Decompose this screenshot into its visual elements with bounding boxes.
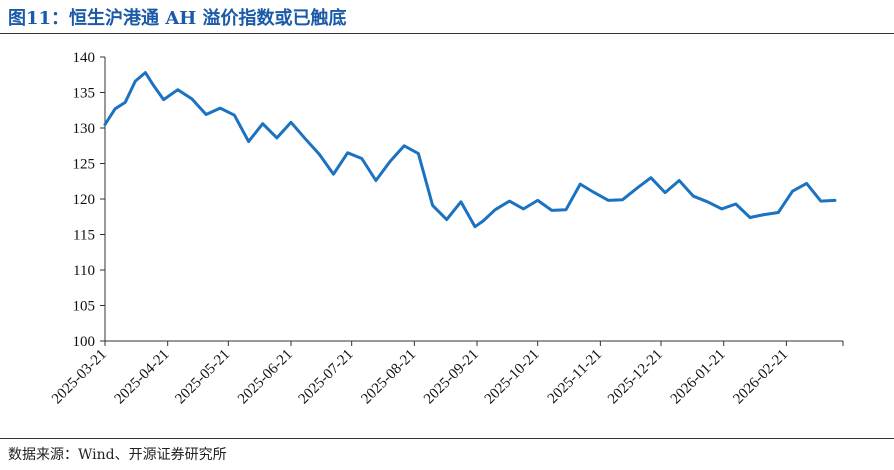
figure-title: 图11：恒生沪港通 AH 溢价指数或已触底 [8,8,347,29]
x-tick-label: 2025-04-21 [112,347,173,408]
y-tick-label: 135 [73,86,96,102]
y-tick-label: 140 [73,50,96,66]
y-tick-label: 110 [73,263,95,279]
x-tick-label: 2025-06-21 [235,347,296,408]
x-tick-label: 2025-10-21 [482,347,543,408]
x-tick-label: 2025-03-21 [49,347,110,408]
x-tick-label: 2025-12-21 [605,347,666,408]
y-tick-label: 125 [73,157,96,173]
y-tick-label: 100 [73,334,96,350]
x-tick-label: 2025-08-21 [358,347,419,408]
x-tick-label: 2025-07-21 [296,347,357,408]
x-tick-label: 2025-11-21 [545,347,605,407]
x-tick-label: 2026-01-21 [668,347,729,408]
source-note: 数据来源：Wind、开源证券研究所 [8,447,227,463]
source-divider [0,438,894,439]
title-divider [0,33,894,34]
x-axis: 2025-03-21 2025-04-21 2025-05-21 2025-06-21… [49,340,844,408]
x-tick-label: 2025-09-21 [421,347,482,408]
plot-area [103,71,837,229]
y-tick-label: 105 [73,299,96,315]
y-tick-label: 115 [73,228,95,244]
series-line [103,71,837,229]
y-tick-label: 120 [73,192,96,208]
x-tick-label: 2025-05-21 [172,347,233,408]
y-axis: 100 105 110 115 120 125 130 135 140 [73,50,106,350]
x-tick-label: 2026-02-21 [730,347,791,408]
y-tick-label: 130 [73,121,96,137]
